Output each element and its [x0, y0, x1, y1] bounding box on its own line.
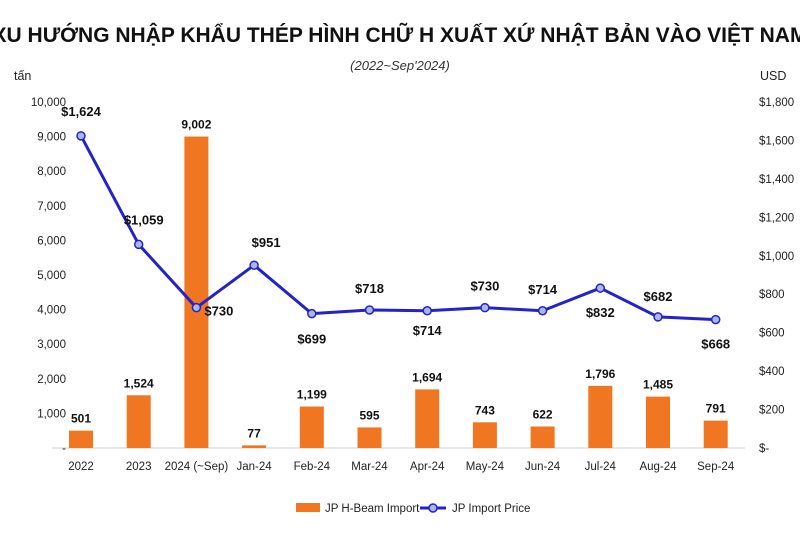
price-value-label: $730	[204, 304, 233, 319]
price-point	[710, 314, 721, 325]
bar-value-label: 1,199	[297, 388, 327, 402]
bar	[703, 420, 728, 448]
bar	[646, 396, 670, 448]
price-value-label: $699	[297, 332, 326, 347]
legend-bar-label: JP H-Beam Import	[325, 503, 420, 515]
price-value-label: $714	[528, 282, 558, 297]
price-value-label: $730	[470, 279, 499, 294]
left-tick-label: 8,000	[37, 166, 66, 178]
right-axis-unit: USD	[760, 69, 786, 83]
right-tick-label: $-	[759, 443, 769, 455]
bar	[588, 385, 613, 448]
left-tick-label: 7,000	[37, 201, 66, 213]
left-tick-label: 3,000	[37, 339, 66, 351]
bar-value-label: 1,485	[643, 378, 673, 392]
bar	[299, 406, 324, 448]
left-tick-label: 4,000	[37, 305, 66, 317]
legend-bar-swatch	[296, 503, 320, 512]
bar	[69, 430, 93, 448]
price-labels: $1,624 $1,059 $730 $951 $699 $718 $714 $730 $714…	[61, 104, 730, 352]
price-point	[76, 131, 86, 141]
left-tick-label: 9,000	[37, 132, 66, 144]
left-tick-label: 10,000	[31, 97, 66, 109]
legend-line-marker	[428, 503, 438, 513]
price-point	[249, 260, 259, 270]
bar-value-label: 9,002	[181, 118, 211, 132]
right-tick-label: $200	[759, 405, 785, 417]
right-tick-label: $1,000	[759, 251, 794, 263]
right-axis-ticks: $- $200 $400 $600 $800 $1,000 $1,200 $1,400 $1,6…	[759, 97, 794, 455]
price-point	[537, 306, 548, 316]
left-tick-label: 1,000	[37, 408, 66, 420]
legend-line-label: JP Import Price	[452, 503, 530, 515]
right-tick-label: $1,200	[759, 212, 794, 224]
price-point	[480, 302, 490, 313]
price-value-label: $1,624	[61, 104, 102, 119]
bar-value-label: 1,694	[412, 370, 442, 384]
price-value-label: $832	[586, 305, 615, 320]
price-point	[364, 305, 375, 315]
price-value-label: $668	[701, 337, 730, 352]
category-label: 2023	[126, 461, 152, 473]
price-value-label: $714	[413, 323, 443, 338]
left-tick-label: 5,000	[37, 270, 66, 282]
category-label: Mar-24	[351, 461, 388, 473]
left-axis-ticks: - 1,000 2,000 3,000 4,000 5,000 6,000 7,000 8,00…	[31, 97, 66, 455]
price-point	[307, 308, 317, 319]
bar-value-label: 622	[533, 407, 553, 421]
price-value-label: $951	[252, 235, 281, 250]
category-label: Feb-24	[294, 461, 331, 473]
category-label: 2022	[68, 461, 94, 473]
category-label: Jan-24	[237, 461, 273, 473]
price-line-series	[76, 131, 721, 325]
bar-value-label: 595	[359, 408, 379, 422]
chart-title: XU HƯỚNG NHẬP KHẨU THÉP HÌNH CHỮ H XUẤT …	[0, 23, 800, 47]
bar	[126, 395, 151, 448]
price-value-label: $718	[355, 281, 384, 296]
bar-value-label: 501	[71, 412, 91, 426]
bar-value-label: 1,524	[124, 376, 154, 390]
bar	[472, 422, 497, 448]
price-point	[653, 312, 663, 322]
legend: JP H-Beam Import JP Import Price	[296, 503, 530, 515]
bar	[415, 389, 440, 448]
category-label: Sep-24	[697, 461, 735, 473]
right-tick-label: $1,400	[759, 174, 794, 186]
left-axis-unit: tấn	[14, 69, 31, 83]
bar-value-label: 77	[247, 426, 261, 440]
bar-value-label: 743	[475, 403, 495, 417]
price-point	[191, 302, 202, 313]
category-label: Jun-24	[525, 461, 561, 473]
price-point	[422, 306, 432, 316]
category-label: Aug-24	[639, 461, 677, 473]
price-line	[79, 135, 716, 322]
left-tick-label: 2,000	[37, 374, 66, 386]
category-label: 2024 (~Sep)	[165, 461, 229, 473]
category-label: Jul-24	[585, 461, 617, 473]
chart-subtitle: (2022~Sep'2024)	[350, 58, 450, 73]
bar	[530, 426, 555, 448]
category-label: Apr-24	[410, 461, 445, 473]
right-tick-label: $600	[759, 328, 785, 340]
price-value-label: $1,059	[124, 212, 164, 227]
bar	[184, 136, 209, 448]
bar	[242, 445, 267, 448]
right-tick-label: $1,600	[759, 135, 794, 147]
right-tick-label: $800	[759, 289, 785, 301]
right-tick-label: $400	[759, 366, 785, 378]
bar-series	[69, 136, 728, 448]
bar-value-label: 1,796	[585, 367, 615, 381]
category-label: May-24	[466, 461, 505, 473]
bar-labels: 501 1,524 9,002 77 1,199 595 1,694 743 622 1,796 1…	[71, 118, 726, 441]
bar	[357, 427, 382, 448]
price-value-label: $682	[644, 289, 673, 304]
bar-value-label: 791	[706, 402, 726, 416]
left-tick-label: -	[62, 443, 66, 455]
category-labels: 2022 2023 2024 (~Sep) Jan-24 Feb-24 Mar-24 Apr…	[68, 461, 735, 473]
price-point	[595, 283, 606, 293]
price-point	[133, 239, 144, 250]
left-tick-label: 6,000	[37, 235, 66, 247]
right-tick-label: $1,800	[759, 97, 794, 109]
